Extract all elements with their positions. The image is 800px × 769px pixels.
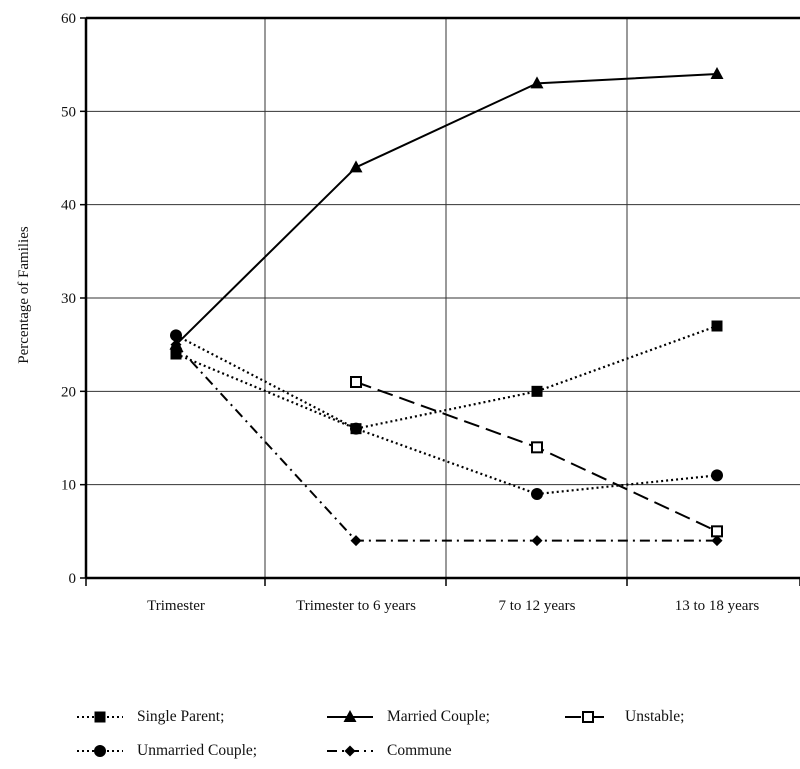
grid-lines <box>86 17 800 578</box>
y-ticks: 0 10 20 30 40 50 60 <box>61 11 86 587</box>
data-point-commune-3 <box>711 535 723 547</box>
y-tick-label-30: 30 <box>61 291 76 307</box>
legend-symbol-unstable <box>565 711 611 723</box>
line-chart: 0 10 20 30 40 50 60 Trimester Trimester to 6 ye… <box>16 11 800 614</box>
data-point-single_parent-3 <box>711 320 723 332</box>
legend-label-unstable: Unstable; <box>625 708 685 725</box>
data-point-unstable-2 <box>531 441 543 454</box>
data-point-unstable-1 <box>350 376 362 388</box>
legend-symbol-unmarried-couple <box>77 745 123 757</box>
data-point-commune-1 <box>350 535 362 547</box>
legend-marker-married_couple <box>343 710 357 722</box>
data-point-unmarried_couple-2 <box>531 488 543 500</box>
data-point-unmarried_couple-3 <box>711 469 723 482</box>
legend-marker-single_parent <box>94 711 106 723</box>
legend-symbol-married-couple <box>327 710 373 722</box>
data-point-single_parent-2 <box>531 385 543 397</box>
legend-item-single-parent: Single Parent; <box>75 708 224 726</box>
series-line-married_couple <box>175 73 718 346</box>
legend-symbol-commune <box>327 745 373 757</box>
data-point-single_parent-0 <box>170 348 182 360</box>
data-point-unstable-3 <box>711 525 723 538</box>
series-commune <box>170 339 723 547</box>
series-line-single_parent <box>175 324 718 430</box>
legend: Single Parent; Married Couple; Unstable;… <box>75 700 795 766</box>
legend-marker-unmarried_couple <box>94 745 106 757</box>
data-point-commune-0 <box>170 339 182 351</box>
series-line-commune <box>175 343 717 542</box>
legend-marker-commune <box>344 745 356 757</box>
y-tick-label-0: 0 <box>69 571 77 587</box>
x-tick-label-1: Trimester to 6 years <box>296 598 416 614</box>
legend-symbol-single-parent <box>77 711 123 723</box>
legend-label-commune: Commune <box>387 742 452 759</box>
y-axis-label: Percentage of Families <box>16 226 32 364</box>
data-point-unmarried_couple-1 <box>350 422 362 435</box>
data-point-married_couple-3 <box>710 67 724 79</box>
legend-label-unmarried-couple: Unmarried Couple; <box>137 742 258 759</box>
y-tick-label-10: 10 <box>61 478 76 494</box>
data-point-commune-2 <box>531 535 543 547</box>
legend-item-commune: Commune <box>325 742 452 760</box>
x-tick-label-3: 13 to 18 years <box>675 598 760 614</box>
legend-item-married-couple: Married Couple; <box>325 708 490 726</box>
legend-marker-unstable <box>582 711 594 723</box>
x-tick-label-0: Trimester <box>147 598 205 614</box>
data-point-unmarried_couple-0 <box>170 329 182 342</box>
y-tick-label-60: 60 <box>61 11 76 27</box>
y-tick-label-50: 50 <box>61 104 76 120</box>
series-line-unstable <box>355 381 718 533</box>
legend-item-unstable: Unstable; <box>563 708 684 726</box>
legend-item-unmarried-couple: Unmarried Couple; <box>75 742 257 760</box>
y-tick-label-20: 20 <box>61 384 76 400</box>
data-point-married_couple-1 <box>349 160 363 173</box>
legend-label-single-parent: Single Parent; <box>137 708 225 725</box>
y-tick-label-40: 40 <box>61 198 76 214</box>
x-ticks: Trimester Trimester to 6 years 7 to 12 yea… <box>85 578 800 614</box>
series-unstable <box>350 376 723 538</box>
series-lines <box>169 67 724 547</box>
x-tick-label-2: 7 to 12 years <box>498 598 575 614</box>
series-unmarried_couple <box>170 329 723 500</box>
legend-label-married-couple: Married Couple; <box>387 708 490 725</box>
data-point-married_couple-2 <box>530 76 544 89</box>
series-line-unmarried_couple <box>175 334 718 496</box>
